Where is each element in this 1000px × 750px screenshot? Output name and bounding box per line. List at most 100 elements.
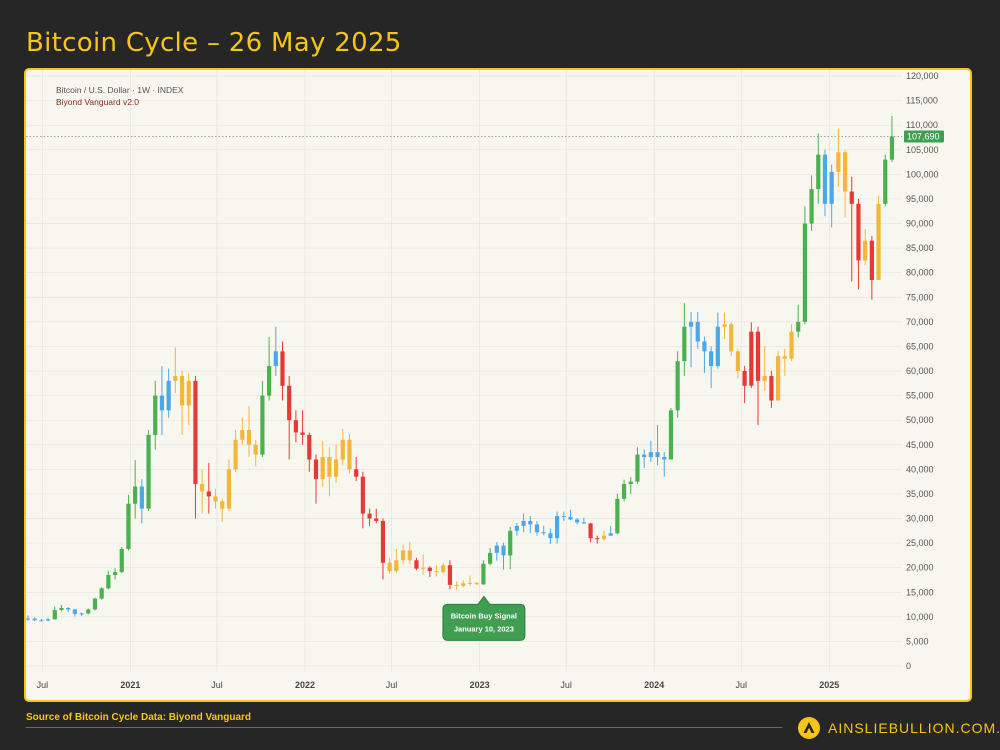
candle-body — [729, 324, 734, 352]
candle-body — [112, 572, 118, 576]
candle-body — [648, 452, 653, 458]
y-tick-label: 110,000 — [906, 120, 938, 130]
candle-body — [260, 395, 265, 455]
candle-body — [126, 503, 131, 549]
candle-body — [374, 518, 379, 521]
candle-body — [769, 375, 774, 401]
candle-body — [99, 588, 104, 599]
ainslie-logo-icon — [798, 717, 820, 739]
candle-body — [883, 159, 888, 204]
candle-body — [441, 565, 446, 573]
candle-body — [628, 481, 633, 485]
y-tick-label: 70,000 — [906, 317, 934, 327]
candle-body — [789, 331, 794, 359]
y-tick-label: 30,000 — [906, 514, 934, 524]
y-tick-label: 75,000 — [906, 292, 934, 302]
candle-body — [220, 501, 225, 509]
candle-body — [635, 454, 640, 482]
y-tick-label: 85,000 — [906, 243, 934, 253]
candle-body — [400, 550, 406, 561]
candle-body — [709, 351, 714, 367]
candle-body — [66, 607, 71, 610]
candle-body — [534, 524, 540, 533]
candle-body — [568, 517, 573, 520]
candle-body — [675, 361, 680, 411]
x-tick-label: 2023 — [470, 680, 490, 690]
candle-body — [454, 584, 459, 586]
page-title: Bitcoin Cycle – 26 May 2025 — [26, 28, 402, 58]
y-tick-label: 80,000 — [906, 268, 934, 278]
candle-body — [79, 613, 84, 615]
candle-body — [320, 457, 325, 480]
candle-body — [829, 171, 834, 204]
candle-body — [575, 519, 580, 523]
candle-body — [662, 457, 667, 460]
candle-body — [521, 520, 526, 526]
candle-body — [32, 618, 37, 621]
candle-body — [206, 491, 211, 497]
candle-body — [889, 136, 895, 160]
y-tick-label: 90,000 — [906, 219, 934, 229]
y-tick-label: 115,000 — [906, 96, 938, 106]
candle-body — [52, 609, 57, 620]
candle-body — [39, 620, 44, 622]
y-tick-label: 20,000 — [906, 563, 934, 573]
candle-body — [876, 203, 881, 281]
candle-body — [735, 351, 741, 371]
candle-body — [407, 550, 412, 561]
candle-body — [836, 152, 841, 172]
candle-body — [501, 545, 506, 556]
candle-body — [822, 154, 828, 204]
candle-body — [213, 496, 218, 502]
candle-body — [461, 583, 466, 586]
brand-link[interactable]: AINSLIEBULLION.COM.AU — [798, 717, 1000, 739]
x-tick-label: Jul — [37, 680, 49, 690]
candle-body — [159, 395, 165, 411]
symbol-line: Bitcoin / U.S. Dollar · 1W · INDEX — [56, 85, 184, 95]
candle-body — [186, 380, 191, 406]
candle-body — [588, 523, 593, 539]
candle-body — [621, 484, 627, 499]
candle-body — [26, 618, 31, 620]
candle-body — [655, 452, 660, 458]
candle-body — [802, 223, 807, 322]
candle-body — [541, 532, 546, 534]
candle-body — [749, 331, 754, 386]
candle-body — [267, 366, 272, 396]
y-tick-label: 35,000 — [906, 489, 934, 499]
candle-body — [240, 430, 245, 440]
candle-body — [481, 563, 486, 585]
candle-body — [474, 582, 479, 585]
candle-body — [581, 522, 586, 524]
x-tick-label: Jul — [736, 680, 748, 690]
candle-body — [200, 484, 205, 492]
chart-card: 0 5,000 10,000 15,000 20,000 25,000 30,000 35,0… — [24, 68, 972, 702]
y-tick-label: 95,000 — [906, 194, 934, 204]
candle-body — [139, 486, 144, 509]
candle-body — [601, 535, 607, 540]
grid-layer — [26, 70, 902, 672]
candle-body — [782, 356, 787, 359]
candle-body — [327, 457, 332, 477]
candle-body — [92, 598, 98, 610]
y-tick-label: 60,000 — [906, 366, 934, 376]
last-price-tag: 107,690 — [904, 130, 944, 143]
candle-body — [354, 469, 359, 477]
candle-body — [387, 562, 392, 572]
candle-body — [300, 432, 305, 435]
candle-body — [179, 375, 185, 406]
candle-body — [508, 530, 513, 556]
y-tick-label: 65,000 — [906, 341, 934, 351]
candle-body — [106, 575, 111, 589]
candle-body — [72, 609, 77, 614]
candle-layer — [26, 115, 895, 622]
candle-body — [414, 560, 419, 569]
x-tick-label: 2025 — [819, 680, 839, 690]
candle-body — [380, 520, 386, 563]
candle-body — [715, 326, 720, 367]
candle-body — [595, 538, 600, 540]
y-tick-label: 5,000 — [906, 636, 929, 646]
candle-body — [166, 380, 171, 411]
candle-body — [494, 545, 499, 553]
axis-layer: 0 5,000 10,000 15,000 20,000 25,000 30,000 35,0… — [37, 71, 939, 690]
